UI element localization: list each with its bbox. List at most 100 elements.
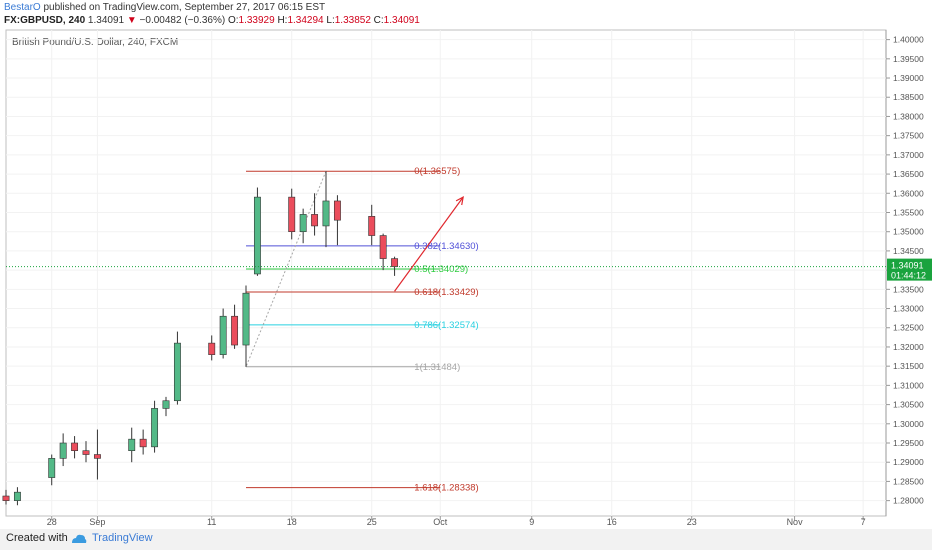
candle-body — [253, 196, 261, 275]
price-badge-value: 1.34091 — [891, 261, 924, 271]
author-link[interactable]: BestarO — [4, 2, 41, 13]
time-tick-label: 11 — [207, 517, 216, 527]
time-tick-label: 25 — [367, 517, 377, 527]
fib-level-label: 1(1.31484) — [414, 362, 460, 373]
time-tick-label: 18 — [287, 517, 297, 527]
price-tick-label: 1.32000 — [893, 342, 924, 352]
price-tick-label: 1.30500 — [893, 400, 924, 410]
candle-body — [173, 342, 181, 402]
down-arrow-icon: ▼ — [126, 15, 137, 26]
time-axis[interactable]: 28 Sep 11 18 25 Oct 9 16 23 Nov 7 — [47, 30, 866, 527]
price-badge-box — [887, 258, 932, 281]
price-tick-label: 1.38000 — [893, 111, 924, 121]
time-tick-label: Nov — [787, 517, 804, 527]
candlestick-series — [2, 171, 399, 506]
fib-level-label: 0.618(1.33429) — [414, 287, 478, 298]
last-price: 1.34091 — [87, 15, 125, 26]
candle-body — [151, 408, 159, 448]
candle-body — [2, 495, 10, 501]
close-label: C: — [373, 15, 384, 26]
candle-body — [219, 315, 227, 355]
symbol-info-line: FX:GBPUSD, 240 1.34091 ▼ −0.00482 (−0.36… — [4, 15, 420, 26]
close-value: 1.34091 — [383, 15, 420, 26]
price-badge-countdown: 01:44:12 — [891, 271, 926, 281]
price-tick-label: 1.36000 — [893, 188, 924, 198]
candle-body — [391, 258, 399, 267]
candle-body — [82, 450, 90, 455]
fib-level-label: 0.786(1.32574) — [414, 320, 478, 331]
candle-body — [128, 438, 136, 451]
symbol-name[interactable]: FX:GBPUSD, 240 — [4, 15, 86, 26]
candle-body — [208, 342, 216, 355]
low-label: L: — [326, 15, 335, 26]
candle-body — [299, 214, 307, 232]
price-tick-label: 1.38500 — [893, 92, 924, 102]
price-chart[interactable]: British Pound/U.S. Dollar, 240, FXCM 1.4… — [0, 0, 932, 529]
price-tick-label: 1.39500 — [893, 54, 924, 64]
candle-body — [242, 292, 250, 346]
high-value: 1.34294 — [287, 15, 324, 26]
price-tick-label: 1.40000 — [893, 35, 924, 45]
candle-body — [231, 315, 239, 346]
price-tick-label: 1.33000 — [893, 304, 924, 314]
time-tick-label: Sep — [89, 517, 105, 527]
price-tick-label: 1.30000 — [893, 419, 924, 429]
time-tick-label: 9 — [529, 517, 534, 527]
candle-body — [333, 200, 341, 221]
open-value: 1.33929 — [238, 15, 275, 26]
publish-line: BestarO published on TradingView.com, Se… — [4, 2, 325, 13]
trend-arrow[interactable] — [394, 196, 464, 292]
price-tick-label: 1.36500 — [893, 169, 924, 179]
fib-level-label: 1.618(1.28338) — [414, 483, 478, 494]
price-tick-label: 1.32500 — [893, 323, 924, 333]
price-tick-label: 1.31000 — [893, 380, 924, 390]
price-tick-label: 1.37000 — [893, 150, 924, 160]
chart-title: British Pound/U.S. Dollar, 240, FXCM — [12, 37, 178, 48]
candle-body — [13, 491, 21, 501]
candle-body — [162, 400, 170, 409]
publish-info: published on TradingView.com, September … — [40, 2, 326, 13]
fib-trend-line — [245, 171, 327, 367]
tradingview-cloud-icon — [72, 534, 87, 543]
price-tick-label: 1.28000 — [893, 496, 924, 506]
price-axis[interactable]: 1.40000 1.39500 1.39000 1.38500 1.38000 1.375… — [6, 35, 924, 506]
price-tick-label: 1.29000 — [893, 457, 924, 467]
open-label: O: — [227, 15, 239, 26]
time-tick-label: 28 — [47, 517, 57, 527]
price-tick-label: 1.29500 — [893, 438, 924, 448]
candle-body — [48, 458, 56, 478]
price-tick-label: 1.28500 — [893, 476, 924, 486]
price-tick-label: 1.34500 — [893, 246, 924, 256]
price-tick-label: 1.35500 — [893, 207, 924, 217]
candle-body — [71, 442, 79, 451]
price-tick-label: 1.37500 — [893, 131, 924, 141]
fib-level-label: 0.382(1.34630) — [414, 241, 478, 252]
candle-body — [288, 196, 296, 232]
price-tick-label: 1.31500 — [893, 361, 924, 371]
price-tick-label: 1.35000 — [893, 227, 924, 237]
price-tick-label: 1.33500 — [893, 284, 924, 294]
footer-bar: Created with TradingView — [0, 529, 932, 550]
candle-body — [379, 235, 387, 259]
price-tick-label: 1.39000 — [893, 73, 924, 83]
arrow-head — [455, 196, 464, 206]
low-value: 1.33852 — [334, 15, 371, 26]
arrow-line — [394, 196, 464, 292]
tradingview-brand-link[interactable]: TradingView — [92, 532, 153, 544]
time-tick-label: Oct — [433, 517, 448, 527]
price-change: −0.00482 (−0.36%) — [139, 15, 226, 26]
high-label: H: — [277, 15, 288, 26]
fibonacci-retracement[interactable]: 0(1.36575) 0.382(1.34630) 0.5(1.34029) 0.61… — [245, 166, 479, 494]
time-tick-label: 23 — [687, 517, 697, 527]
candle-body — [311, 214, 319, 227]
candle-body — [93, 454, 101, 459]
time-tick-label: 16 — [607, 517, 617, 527]
time-tick-label: 7 — [861, 517, 866, 527]
candle-body — [139, 438, 147, 448]
fib-level-label: 0(1.36575) — [414, 166, 460, 177]
fib-level-label: 0.5(1.34029) — [414, 264, 468, 275]
candle-body — [59, 442, 67, 459]
created-with-label: Created with — [6, 532, 68, 544]
candle-body — [368, 216, 376, 236]
